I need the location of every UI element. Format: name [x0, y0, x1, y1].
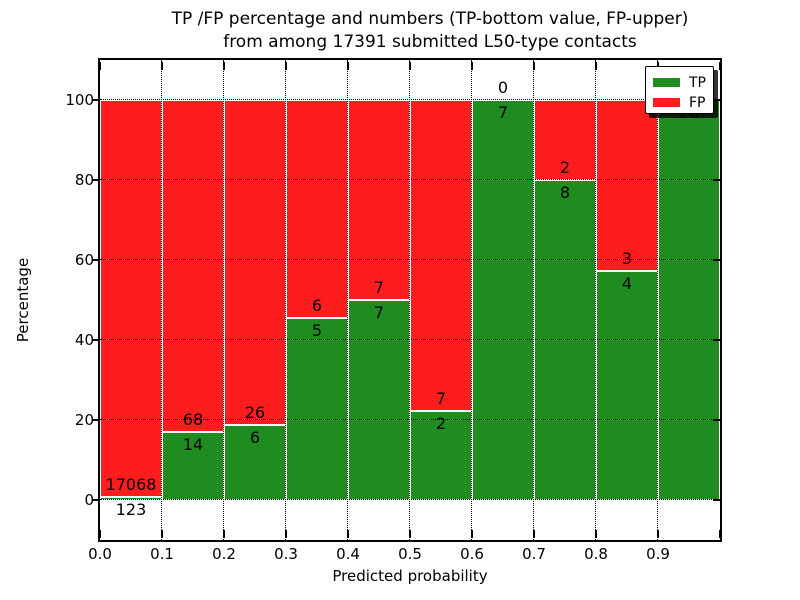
y-tick-left	[93, 339, 100, 341]
x-gridline	[285, 60, 287, 540]
bar-label-fp: 17068	[105, 475, 157, 495]
y-tick-label: 80	[74, 171, 94, 189]
x-tick-label: 0.6	[460, 545, 484, 563]
y-tick-right	[713, 99, 720, 101]
bar-segment-tp	[658, 100, 720, 500]
x-tick-bottom	[161, 530, 163, 538]
bar-label-tp: 14	[182, 434, 204, 454]
bar-segment-tp	[596, 271, 658, 500]
x-tick-bottom	[285, 530, 287, 538]
x-tick-top	[409, 62, 411, 70]
x-tick-label: 0.3	[274, 545, 298, 563]
y-tick-label: 0	[84, 491, 94, 509]
x-tick-bottom	[409, 530, 411, 538]
x-gridline	[533, 60, 535, 540]
x-gridline	[409, 60, 411, 540]
y-tick-right	[713, 339, 720, 341]
legend-entry-fp: FP	[653, 94, 713, 111]
bar-label-tp: 123	[115, 500, 147, 520]
x-tick-top	[595, 62, 597, 70]
bar-label-fp: 3	[621, 249, 633, 269]
x-tick-top	[719, 62, 721, 70]
x-tick-top	[99, 62, 101, 70]
bar-label-tp: 7	[373, 303, 385, 322]
x-tick-bottom	[533, 530, 535, 538]
bar-segment-fp	[224, 100, 286, 425]
y-tick-left	[93, 99, 100, 101]
y-tick-left	[93, 259, 100, 261]
legend-swatch-fp-icon	[653, 98, 680, 107]
x-gridline	[161, 60, 163, 540]
x-tick-top	[471, 62, 473, 70]
bar-label-tp: 5	[311, 321, 323, 341]
x-tick-bottom	[99, 530, 101, 538]
bar-label-tp: 7	[497, 103, 509, 122]
bar-label-tp: 8	[559, 183, 571, 202]
x-tick-label: 0.7	[522, 545, 546, 563]
x-tick-label: 0.1	[150, 545, 174, 563]
x-tick-label: 0.8	[584, 545, 608, 563]
y-tick-right	[713, 179, 720, 181]
legend-entry-tp: TP	[653, 74, 713, 91]
x-gridline	[347, 60, 349, 540]
x-tick-bottom	[719, 530, 721, 538]
x-gridline	[595, 60, 597, 540]
y-tick-label: 20	[74, 411, 94, 429]
y-tick-right	[713, 499, 720, 501]
y-tick-label: 60	[74, 251, 94, 269]
y-tick-left	[93, 499, 100, 501]
x-gridline	[223, 60, 225, 540]
y-tick-right	[713, 419, 720, 421]
legend: TP FP	[645, 66, 714, 114]
x-tick-top	[161, 62, 163, 70]
x-tick-top	[533, 62, 535, 70]
x-tick-top	[223, 62, 225, 70]
x-tick-label: 0.4	[336, 545, 360, 563]
y-axis-label: Percentage	[14, 257, 32, 343]
bar-segment-fp	[534, 100, 596, 180]
bar-label-fp: 7	[373, 278, 385, 297]
x-tick-label: 0.2	[212, 545, 236, 563]
x-axis-label: Predicted probability	[332, 567, 488, 585]
legend-swatch-tp-icon	[653, 78, 680, 87]
x-tick-top	[285, 62, 287, 70]
x-tick-bottom	[471, 530, 473, 538]
x-gridline	[471, 60, 473, 540]
x-tick-bottom	[347, 530, 349, 538]
bar-segment-tp	[162, 431, 224, 500]
bar-segment-fp	[596, 100, 658, 272]
y-tick-label: 100	[65, 91, 94, 109]
x-tick-label: 0.5	[398, 545, 422, 563]
bar-segment-fp	[348, 100, 410, 300]
y-tick-right	[713, 259, 720, 261]
bar-label-fp: 26	[244, 403, 266, 422]
legend-label-fp: FP	[689, 94, 706, 111]
bar-segment-fp	[162, 100, 224, 432]
chart-title-line1: TP /FP percentage and numbers (TP-bottom…	[171, 9, 689, 29]
bar-label-fp: 0	[497, 78, 509, 97]
chart-title-line2: from among 17391 submitted L50-type cont…	[223, 32, 637, 52]
bar-label-fp: 6	[311, 296, 323, 316]
y-tick-label: 40	[74, 331, 94, 349]
x-gridline	[657, 60, 659, 540]
x-tick-bottom	[223, 530, 225, 538]
x-tick-bottom	[595, 530, 597, 538]
bar-label-fp: 68	[182, 409, 204, 429]
y-tick-left	[93, 179, 100, 181]
bar-segment-tp	[286, 318, 348, 500]
y-tick-left	[93, 419, 100, 421]
bar-label-tp: 4	[621, 274, 633, 294]
x-tick-bottom	[657, 530, 659, 538]
bar-segment-fp	[410, 100, 472, 412]
bar-label-tp: 2	[435, 414, 447, 434]
bar-label-tp: 6	[249, 428, 261, 447]
bar-label-fp: 2	[559, 158, 571, 177]
legend-label-tp: TP	[689, 74, 706, 91]
x-tick-label: 0.9	[646, 545, 670, 563]
x-tick-label: 0.0	[88, 545, 112, 563]
bar-label-fp: 7	[435, 389, 447, 409]
x-tick-top	[347, 62, 349, 70]
